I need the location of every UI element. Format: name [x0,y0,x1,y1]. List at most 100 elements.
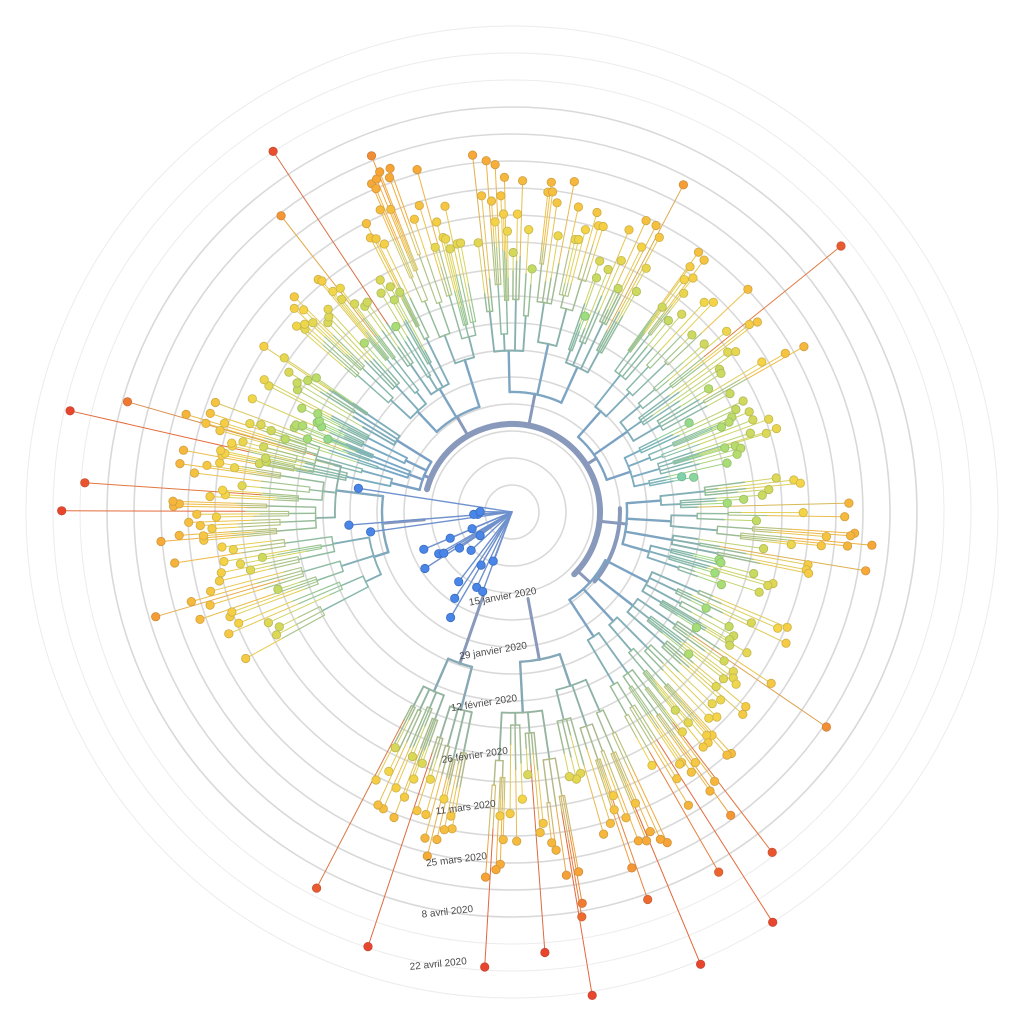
tip-node [577,912,587,922]
internal-branch [672,453,701,463]
leaf-branch [69,410,249,453]
internal-branch [259,486,310,493]
leaf-branch [747,346,805,379]
internal-branch [579,727,588,751]
internal-branch [305,441,321,448]
tip-node [761,428,771,438]
internal-branch [569,322,581,351]
root-arc-2 [592,506,622,584]
tip-node [744,319,754,330]
internal-branch [595,759,612,806]
leaf-branch [663,259,705,314]
internal-branch [641,590,663,604]
leaf-branch [633,770,668,844]
tip-node [399,792,410,802]
internal-branch [629,332,646,353]
tip-node [490,160,500,170]
internal-branch [671,538,701,546]
internal-branch [316,570,344,582]
internal-branch [322,340,360,374]
leaf-branch [218,568,270,582]
leaf-branch [221,540,273,548]
tip-node [205,408,215,418]
leaf-branch [263,345,330,391]
leaf-branch [744,477,777,483]
internal-branch [661,599,702,624]
internal-branch [618,333,651,375]
internal-branch [345,353,363,370]
internal-branch [626,365,650,391]
internal-branch [548,758,557,808]
leaf-branch [570,734,582,774]
tip-node [844,498,854,508]
leaf-branch [602,777,615,811]
internal-branch [505,299,509,335]
tip-node [564,771,574,782]
tip-node [613,283,623,294]
leaf-branch [222,489,264,494]
time-ring [79,79,945,945]
internal-branch [631,706,653,740]
leaf-branch [354,303,380,337]
tip-node [371,184,381,194]
leaf-branch [646,320,669,348]
tip-node [230,463,240,473]
internal-branch [283,535,333,544]
internal-branch [659,604,678,617]
internal-branch [653,361,684,389]
internal-branch [560,366,579,404]
tip-node [454,577,464,587]
leaf-branch [703,245,842,357]
tip-node [573,234,584,245]
tip-node [263,618,273,628]
internal-branch [416,410,438,433]
internal-branch [356,374,390,404]
tip-node [349,299,360,309]
internal-branch [608,623,633,652]
leaf-branch [307,438,349,454]
internal-branch [644,670,658,686]
internal-branch [677,588,693,597]
internal-branch [651,571,700,594]
leaf-branch [280,215,376,337]
tip-node [547,838,557,848]
tip-node [476,191,487,201]
leaf-branch [460,242,469,285]
internal-branch [649,304,673,335]
internal-branch [490,232,496,286]
internal-branch [488,784,493,835]
internal-branch [664,642,683,658]
internal-branch [667,332,702,366]
tip-node [631,286,642,297]
tip-node [663,315,674,326]
internal-branch [563,794,573,838]
tip-node [389,295,399,305]
tip-node [313,409,323,419]
internal-branch [539,240,543,265]
internal-branch [441,745,451,776]
leaf-branch [709,565,774,585]
tip-node [591,273,602,283]
internal-branch [297,497,323,501]
internal-branch [304,583,319,590]
tip-node [553,231,563,241]
leaf-branch [704,629,731,646]
internal-arc [279,472,282,479]
tip-node [573,867,584,877]
tip-node [298,305,309,315]
tip-node [624,225,634,235]
leaf-branch [676,419,754,450]
tip-node [195,520,205,531]
tip-node [698,742,708,752]
internal-branch [632,424,661,442]
internal-branch [253,515,290,517]
internal-branch [599,758,607,777]
leaf-branch [610,804,633,869]
internal-branch [659,460,693,472]
internal-branch [518,724,522,765]
tip-node [363,941,373,952]
tip-node [677,472,687,482]
internal-branch [404,319,431,364]
tip-node [178,445,189,455]
internal-branch [447,758,455,781]
